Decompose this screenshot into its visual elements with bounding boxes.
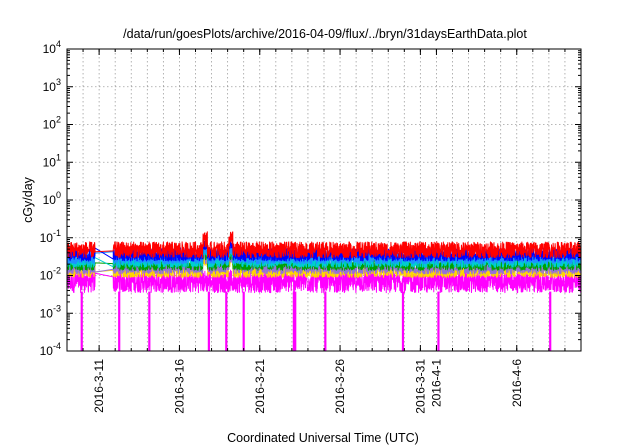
y-tick-label: 103 [43, 77, 61, 94]
x-tick-label: 2016-3-26 [333, 359, 347, 414]
y-tick-label: 10-1 [40, 228, 61, 245]
y-tick-label: 101 [43, 152, 61, 169]
chart-title: /data/run/goesPlots/archive/2016-04-09/f… [123, 27, 527, 41]
x-tick-label: 2016-3-11 [92, 359, 106, 413]
x-axis-label: Coordinated Universal Time (UTC) [227, 431, 419, 445]
series-line [66, 269, 582, 294]
x-tick-labels: 2016-3-11 2016-3-16 2016-3-21 2016-3-26 2016… [92, 359, 524, 414]
grid [67, 49, 581, 351]
series-line [66, 231, 582, 259]
x-tick-label: 2016-3-31 [413, 359, 427, 414]
y-tick-label: 102 [43, 115, 61, 132]
y-tick-label: 10-2 [40, 266, 61, 283]
x-tick-label: 2016-4-6 [510, 359, 524, 407]
y-tick-label: 10-4 [40, 341, 61, 358]
ticks [67, 48, 581, 352]
series-layer [66, 231, 582, 351]
y-tick-label: 104 [43, 39, 61, 56]
x-tick-label: 2016-3-21 [253, 359, 267, 414]
y-tick-label: 100 [43, 190, 61, 207]
x-tick-label: 2016-4-1 [429, 359, 443, 407]
y-tick-label: 10-3 [40, 303, 61, 320]
y-tick-labels: 10-4 10-3 10-2 10-1 100 101 102 103 104 [40, 39, 61, 358]
x-tick-label: 2016-3-16 [172, 359, 186, 414]
y-axis-label: cGy/day [21, 176, 35, 223]
